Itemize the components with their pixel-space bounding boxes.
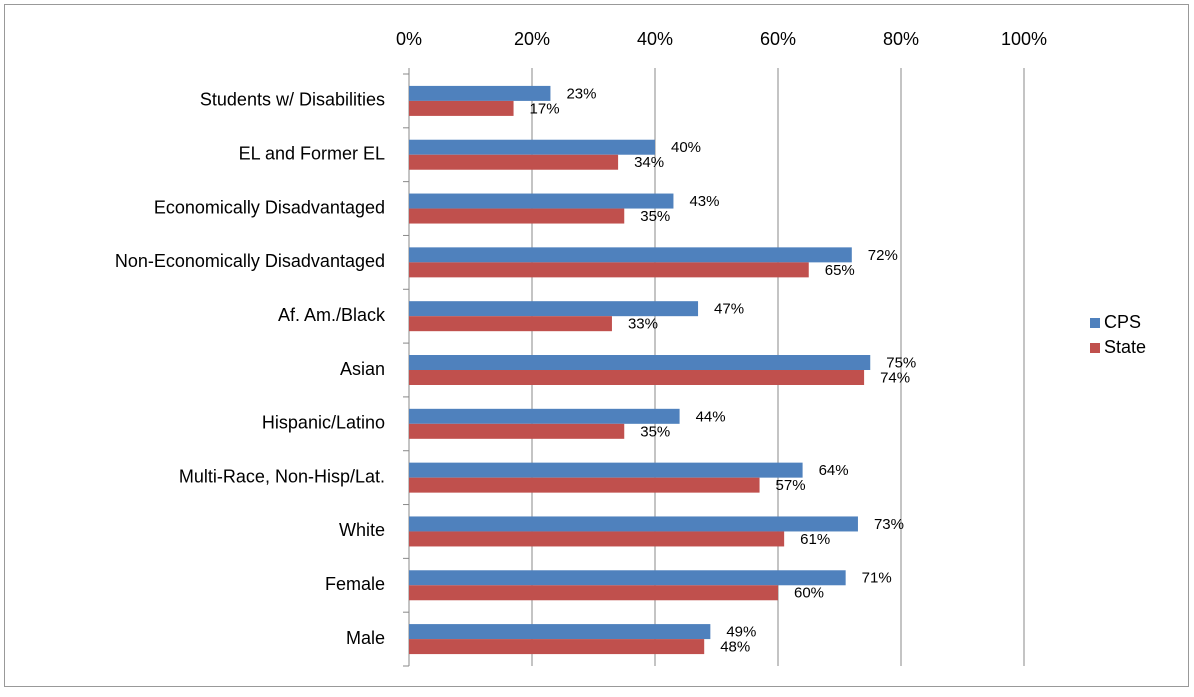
data-label: 33%: [628, 316, 658, 333]
data-label: 61%: [800, 531, 830, 548]
bar: [409, 477, 760, 493]
bar: [409, 247, 852, 263]
data-label: 23%: [566, 85, 596, 102]
data-label: 57%: [776, 477, 806, 494]
data-label: 75%: [886, 354, 916, 371]
data-label: 35%: [640, 208, 670, 225]
bar: [409, 370, 865, 385]
y-tick-label: Multi-Race, Non-Hisp/Lat.: [179, 466, 385, 486]
bar: [409, 462, 803, 478]
data-label: 47%: [714, 301, 744, 318]
y-tick-label: Economically Disadvantaged: [154, 197, 385, 217]
data-label: 73%: [874, 516, 904, 533]
y-tick-label: Hispanic/Latino: [262, 413, 385, 433]
bar: [409, 301, 699, 317]
bar: [409, 639, 705, 655]
data-label: 40%: [671, 139, 701, 156]
bar: [409, 193, 674, 209]
bar: [409, 262, 809, 278]
data-label: 44%: [696, 408, 726, 425]
x-tick-label: 0%: [396, 29, 422, 49]
y-tick-label: White: [339, 520, 385, 540]
legend-label: State: [1104, 337, 1146, 357]
x-tick-label: 40%: [637, 29, 673, 49]
data-label: 48%: [720, 639, 750, 656]
bar: [409, 316, 612, 332]
x-tick-label: 80%: [883, 29, 919, 49]
data-label: 74%: [880, 369, 910, 386]
bar: [409, 139, 655, 155]
data-label: 65%: [825, 262, 855, 279]
bar: [409, 154, 619, 170]
data-label: 43%: [689, 193, 719, 210]
x-tick-label: 20%: [514, 29, 550, 49]
bar: [409, 531, 785, 547]
legend-swatch: [1090, 318, 1100, 328]
legend-label: CPS: [1104, 312, 1141, 332]
bar: [409, 624, 711, 640]
y-tick-label: Non-Economically Disadvantaged: [115, 251, 385, 271]
bar: [409, 570, 846, 586]
bar: [409, 516, 858, 532]
data-label: 60%: [794, 585, 824, 602]
y-tick-label: Af. Am./Black: [278, 305, 386, 325]
bar: [409, 208, 625, 224]
y-tick-label: Students w/ Disabilities: [200, 90, 385, 110]
bar: [409, 423, 625, 439]
bar: [409, 85, 551, 101]
data-label: 71%: [862, 570, 892, 587]
data-label: 49%: [726, 624, 756, 641]
data-label: 72%: [868, 247, 898, 264]
y-tick-label: Male: [346, 628, 385, 648]
y-tick-label: Female: [325, 574, 385, 594]
x-tick-label: 100%: [1001, 29, 1047, 49]
y-tick-label: Asian: [340, 359, 385, 379]
data-label: 64%: [819, 462, 849, 479]
legend-swatch: [1090, 343, 1100, 353]
bar: [409, 585, 778, 601]
data-label: 17%: [530, 100, 560, 117]
data-label: 35%: [640, 423, 670, 440]
x-tick-label: 60%: [760, 29, 796, 49]
bar: [409, 355, 871, 370]
bar: [409, 408, 680, 424]
y-tick-label: EL and Former EL: [239, 143, 385, 163]
bar: [409, 100, 514, 116]
data-label: 34%: [634, 154, 664, 171]
